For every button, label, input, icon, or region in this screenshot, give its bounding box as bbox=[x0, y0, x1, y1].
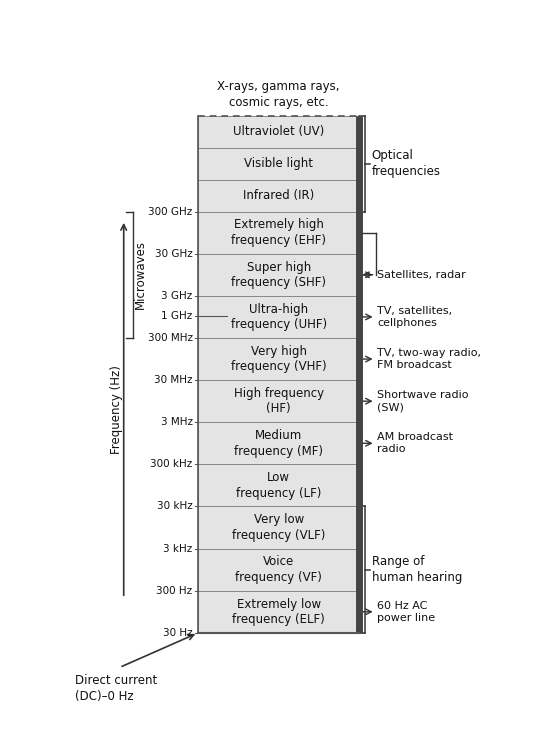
Text: 30 GHz: 30 GHz bbox=[155, 249, 192, 259]
Bar bbox=[198, 116, 359, 148]
Text: High frequency
(HF): High frequency (HF) bbox=[233, 387, 324, 416]
Text: Extremely low
frequency (ELF): Extremely low frequency (ELF) bbox=[232, 598, 325, 626]
Bar bbox=[198, 591, 359, 633]
Text: 60 Hz AC
power line: 60 Hz AC power line bbox=[377, 601, 435, 623]
Text: 300 kHz: 300 kHz bbox=[150, 459, 192, 470]
Text: TV, two-way radio,
FM broadcast: TV, two-way radio, FM broadcast bbox=[377, 348, 481, 370]
Text: 3 GHz: 3 GHz bbox=[161, 291, 192, 301]
Bar bbox=[198, 180, 359, 212]
Text: Super high
frequency (SHF): Super high frequency (SHF) bbox=[231, 260, 326, 289]
Text: 3 kHz: 3 kHz bbox=[163, 544, 192, 554]
Text: Microwaves: Microwaves bbox=[134, 240, 147, 309]
Text: Low
frequency (LF): Low frequency (LF) bbox=[236, 471, 322, 500]
Text: X-rays, gamma rays,
cosmic rays, etc.: X-rays, gamma rays, cosmic rays, etc. bbox=[218, 80, 340, 109]
Text: Direct current
(DC)–0 Hz: Direct current (DC)–0 Hz bbox=[75, 674, 157, 704]
Bar bbox=[198, 296, 359, 338]
Text: 3 MHz: 3 MHz bbox=[161, 417, 192, 428]
Text: Very low
frequency (VLF): Very low frequency (VLF) bbox=[232, 513, 326, 542]
Text: 300 MHz: 300 MHz bbox=[147, 333, 192, 343]
Bar bbox=[198, 338, 359, 380]
Bar bbox=[198, 254, 359, 296]
Text: Satellites, radar: Satellites, radar bbox=[377, 270, 466, 280]
Bar bbox=[198, 548, 359, 591]
Text: Ultraviolet (UV): Ultraviolet (UV) bbox=[233, 125, 324, 139]
Bar bbox=[198, 380, 359, 422]
Text: Voice
frequency (VF): Voice frequency (VF) bbox=[235, 556, 322, 584]
Text: Very high
frequency (VHF): Very high frequency (VHF) bbox=[231, 345, 327, 374]
Text: 300 Hz: 300 Hz bbox=[156, 586, 192, 596]
Text: Infrared (IR): Infrared (IR) bbox=[243, 189, 315, 202]
Bar bbox=[198, 506, 359, 548]
Text: AM broadcast
radio: AM broadcast radio bbox=[377, 432, 453, 454]
Bar bbox=[198, 211, 359, 254]
Text: Ultra-high
frequency (UHF): Ultra-high frequency (UHF) bbox=[231, 303, 327, 332]
Bar bbox=[198, 148, 359, 180]
Text: Range of
human hearing: Range of human hearing bbox=[372, 555, 462, 584]
Text: 1 GHz: 1 GHz bbox=[161, 311, 192, 321]
Bar bbox=[198, 464, 359, 506]
Bar bbox=[198, 422, 359, 464]
Text: Medium
frequency (MF): Medium frequency (MF) bbox=[234, 429, 323, 457]
Text: 30 MHz: 30 MHz bbox=[154, 375, 192, 385]
Text: Visible light: Visible light bbox=[244, 158, 313, 170]
Text: TV, satellites,
cellphones: TV, satellites, cellphones bbox=[377, 306, 453, 328]
Text: 300 GHz: 300 GHz bbox=[149, 206, 192, 217]
Text: Extremely high
frequency (EHF): Extremely high frequency (EHF) bbox=[231, 218, 326, 247]
Text: Frequency (Hz): Frequency (Hz) bbox=[110, 364, 123, 454]
Text: 30 Hz: 30 Hz bbox=[163, 628, 192, 638]
Text: Shortwave radio
(SW): Shortwave radio (SW) bbox=[377, 390, 469, 412]
Text: Optical
frequencies: Optical frequencies bbox=[372, 149, 441, 178]
Text: 30 kHz: 30 kHz bbox=[157, 502, 192, 512]
